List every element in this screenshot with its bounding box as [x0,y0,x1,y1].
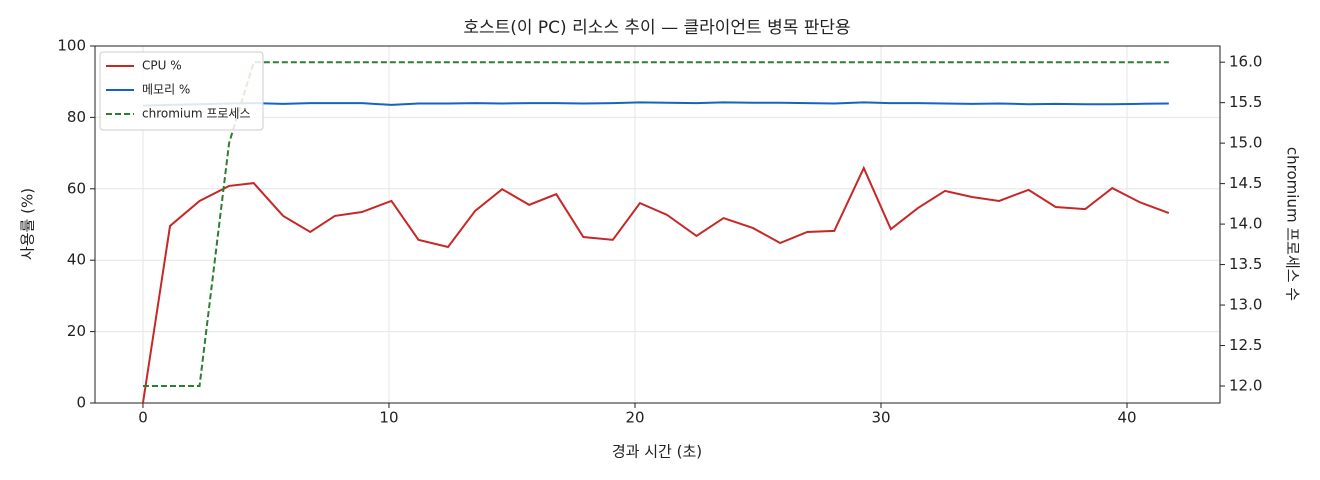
y-tick-label: 40 [67,251,86,269]
x-tick-label: 10 [379,409,398,427]
y2-tick-label: 13.5 [1229,255,1262,273]
series-line [142,101,1169,107]
legend: CPU % 메모리 % chromium 프로세스 [99,51,264,131]
y-tick-label: 100 [57,37,86,55]
x-axis-label: 경과 시간 (초) [612,443,702,461]
legend-label: CPU % [142,59,182,73]
y-tick-label: 60 [67,179,86,197]
y-tick-label: 80 [67,108,86,126]
y2-tick-label: 12.0 [1229,377,1262,395]
legend-label: chromium 프로세스 [142,107,251,121]
y-axis-label: 사용률 (%) [19,188,37,260]
y2-tick-label: 13.0 [1229,296,1262,314]
legend-box [99,51,264,131]
x-tick-label: 0 [138,409,148,427]
y-tick-label: 20 [67,322,86,340]
y2-tick-label: 14.5 [1229,174,1262,192]
y-tick-label: 0 [76,394,86,412]
series-line [141,165,1170,404]
series-line [142,61,1169,387]
y2-axis-label: chromium 프로세스 수 [1284,147,1302,301]
y2-tick-label: 12.5 [1229,336,1262,354]
y2-tick-label: 16.0 [1229,53,1262,71]
plot-frame [94,45,1221,404]
x-tick-label: 30 [871,409,890,427]
legend-label: 메모리 % [142,83,190,97]
chart-title: 호스트(이 PC) 리소스 추이 — 클라이언트 병목 판단용 [463,18,850,38]
y2-tick-label: 15.5 [1229,93,1262,111]
x-tick-label: 20 [625,409,644,427]
y2-tick-label: 14.0 [1229,215,1262,233]
y2-tick-label: 15.0 [1229,134,1262,152]
x-tick-label: 40 [1117,409,1136,427]
